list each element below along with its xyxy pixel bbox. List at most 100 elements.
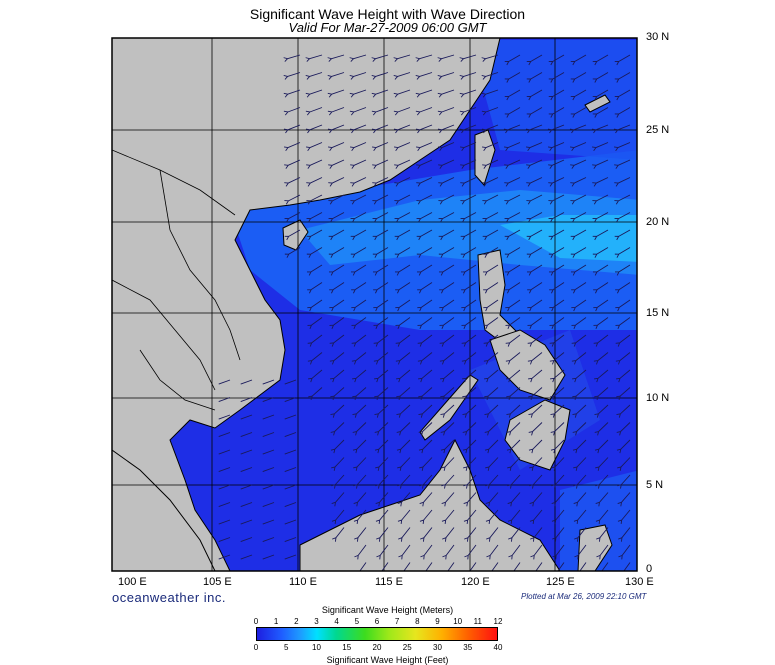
colorbar-tick-meters: 8 — [415, 617, 420, 626]
wave-arrow — [547, 142, 565, 152]
wave-arrow — [284, 379, 297, 385]
wave-arrow — [548, 264, 565, 276]
wave-arrow — [438, 159, 455, 169]
wave-arrow — [396, 369, 411, 383]
wave-arrow — [614, 107, 631, 118]
wave-arrow — [327, 72, 345, 80]
wave-arrow — [262, 467, 275, 473]
wave-arrow — [351, 317, 367, 329]
colorbar-tick-feet: 0 — [253, 643, 259, 652]
wave-arrow — [306, 247, 323, 258]
wave-arrow — [394, 159, 411, 169]
wave-arrow — [240, 432, 253, 438]
wave-arrow — [526, 54, 543, 66]
wave-arrow — [526, 159, 543, 169]
wave-arrow — [284, 484, 297, 490]
wave-arrow — [592, 159, 609, 169]
wave-arrow — [526, 194, 543, 205]
wave-arrow — [218, 484, 231, 490]
wave-arrow — [262, 397, 275, 403]
wave-arrow — [425, 562, 433, 571]
wave-arrow — [419, 509, 433, 525]
wave-arrow — [240, 537, 253, 543]
wave-arrow — [419, 492, 433, 507]
wave-arrow — [352, 404, 367, 418]
wave-arrow — [548, 72, 565, 83]
wave-arrow — [549, 352, 565, 365]
wave-arrow — [529, 509, 543, 525]
wave-arrow — [485, 509, 499, 525]
wave-arrow — [329, 299, 345, 312]
wave-arrow — [351, 334, 367, 347]
wave-arrow — [463, 457, 477, 471]
wave-arrow — [371, 142, 389, 152]
wave-arrow — [617, 457, 631, 471]
wave-arrow — [416, 247, 433, 258]
wave-arrow — [438, 194, 455, 205]
wave-arrow — [437, 54, 455, 62]
wave-arrow — [570, 229, 587, 241]
wave-arrow — [616, 439, 631, 454]
wave-arrow — [550, 404, 565, 418]
wave-arrow — [374, 439, 389, 454]
wave-arrow — [462, 387, 477, 401]
wave-arrow — [262, 502, 275, 508]
wave-arrow — [593, 282, 609, 294]
plotted-timestamp: Plotted at Mar 26, 2009 22:10 GMT — [521, 592, 647, 601]
wave-arrow — [371, 89, 389, 98]
wave-arrow — [592, 247, 609, 258]
wave-arrow — [548, 229, 565, 241]
wave-arrow — [548, 89, 565, 101]
wave-arrow — [506, 387, 521, 401]
wave-arrow — [395, 282, 411, 294]
wave-arrow — [373, 352, 389, 365]
wave-arrow — [613, 124, 631, 134]
philippines-central — [489, 329, 566, 401]
wave-arrow — [328, 264, 345, 276]
wave-arrow — [218, 432, 231, 438]
wave-arrow — [284, 554, 297, 560]
wave-arrow — [327, 89, 345, 98]
wave-arrow — [353, 474, 367, 489]
wave-arrow — [461, 317, 477, 329]
wave-arrow — [397, 457, 411, 471]
wave-arrow — [308, 369, 323, 383]
wave-arrow — [592, 107, 609, 118]
wave-arrow — [349, 54, 367, 62]
wave-arrow — [306, 229, 323, 241]
wave-arrow — [330, 439, 345, 454]
wave-arrow — [552, 544, 565, 560]
wave-arrow — [240, 397, 253, 403]
wave-arrow — [262, 432, 275, 438]
wave-arrow — [572, 422, 587, 436]
lon-label-130e: 130 E — [625, 576, 654, 588]
colorbar-tick-meters: 10 — [453, 617, 463, 626]
wave-arrow — [351, 299, 367, 312]
wave-arrow — [594, 404, 609, 418]
wave-arrow — [593, 334, 609, 347]
lat-label-10n: 10 N — [646, 392, 670, 404]
wave-arrow — [504, 194, 521, 205]
wave-arrow — [616, 387, 631, 401]
colorbar-tick-meters: 12 — [493, 617, 503, 626]
wave-arrow — [374, 387, 389, 401]
wave-arrow — [375, 457, 389, 471]
wave-arrow — [418, 387, 433, 401]
wave-arrow — [350, 177, 367, 187]
wave-arrow — [481, 124, 499, 134]
wave-arrow — [570, 194, 587, 205]
wave-arrow — [482, 229, 499, 241]
wave-arrow — [396, 404, 411, 418]
wave-arrow — [371, 124, 389, 134]
wave-arrow — [262, 379, 275, 385]
wave-arrow — [530, 544, 543, 560]
wave-arrow — [525, 142, 543, 152]
colorbar-tick-meters: 1 — [273, 617, 279, 626]
wave-arrow — [306, 177, 323, 187]
wave-arrow — [420, 544, 433, 560]
wave-arrow — [571, 352, 587, 365]
wave-arrow — [376, 544, 389, 560]
wave-arrow — [440, 387, 455, 401]
wave-arrow — [447, 562, 455, 571]
wave-arrow — [327, 142, 345, 152]
